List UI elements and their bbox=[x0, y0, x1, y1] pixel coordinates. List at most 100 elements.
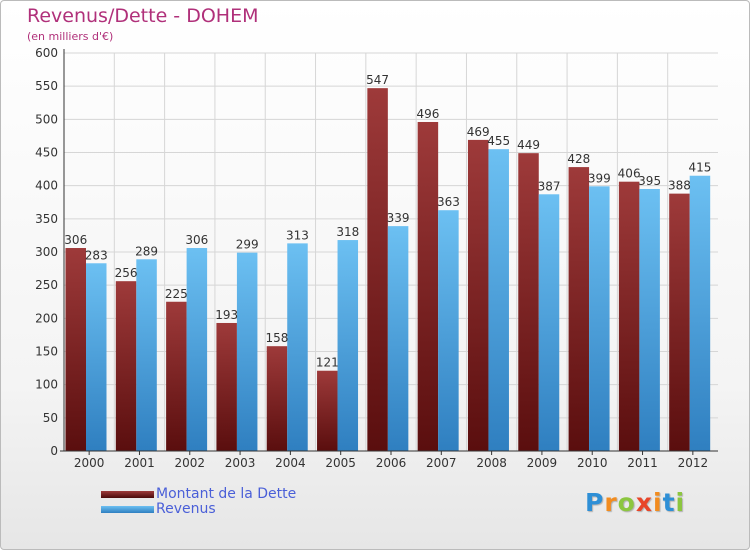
y-tick-label: 0 bbox=[50, 444, 58, 458]
chart-title: Revenus/Dette - DOHEM bbox=[27, 5, 259, 27]
data-label: 387 bbox=[538, 179, 561, 193]
bar-debt bbox=[367, 88, 388, 451]
x-tick-label: 2004 bbox=[275, 456, 306, 470]
bar-chart: 306 256 225 193 158 121 547 496 469 449 428 406 388 2… bbox=[35, 46, 718, 470]
logo-letter: r bbox=[604, 488, 618, 517]
data-label: 496 bbox=[416, 107, 439, 121]
bar-debt bbox=[669, 193, 690, 452]
data-label: 289 bbox=[135, 244, 158, 258]
bar-revenue bbox=[488, 149, 509, 451]
data-label: 547 bbox=[366, 73, 389, 87]
x-tick-label: 2006 bbox=[376, 456, 407, 470]
data-label: 395 bbox=[638, 174, 661, 188]
x-tick-label: 2010 bbox=[577, 456, 608, 470]
y-tick-label: 600 bbox=[35, 46, 58, 60]
y-tick-label: 250 bbox=[35, 278, 58, 292]
data-label: 449 bbox=[517, 138, 540, 152]
legend-label-debt: Montant de la Dette bbox=[156, 486, 297, 502]
bar-revenue bbox=[438, 210, 459, 451]
bar-revenue bbox=[236, 252, 258, 451]
bar-revenue bbox=[538, 194, 560, 452]
data-label: 158 bbox=[266, 331, 289, 345]
x-tick-label: 2011 bbox=[627, 456, 658, 470]
axes: 0 50 100 150 200 250 300 350 400 450 500 550 600 2000… bbox=[35, 46, 718, 470]
x-tick-label: 2001 bbox=[124, 456, 155, 470]
bar-revenue bbox=[689, 175, 711, 451]
y-tick-label: 450 bbox=[35, 146, 58, 160]
x-tick-label: 2000 bbox=[74, 456, 105, 470]
data-label: 399 bbox=[588, 171, 611, 185]
data-label: 339 bbox=[387, 211, 410, 225]
bar-revenue bbox=[589, 186, 610, 451]
bar-revenue bbox=[387, 226, 409, 451]
bar-debt bbox=[216, 322, 237, 451]
data-label: 455 bbox=[487, 134, 510, 148]
data-label: 306 bbox=[185, 233, 208, 247]
bar-debt bbox=[518, 153, 539, 451]
bars bbox=[65, 88, 711, 452]
bar-debt bbox=[417, 121, 439, 451]
bar-debt bbox=[166, 301, 187, 451]
data-label: 313 bbox=[286, 228, 309, 242]
legend-label-revenue: Revenus bbox=[156, 501, 216, 517]
bar-debt bbox=[115, 281, 137, 451]
bar-revenue bbox=[86, 263, 107, 451]
logo-letter: i bbox=[675, 488, 686, 517]
x-tick-label: 2008 bbox=[476, 456, 507, 470]
x-tick-label: 2009 bbox=[527, 456, 558, 470]
data-label: 225 bbox=[165, 287, 188, 301]
data-label: 299 bbox=[236, 238, 259, 252]
x-tick-label: 2005 bbox=[325, 456, 356, 470]
data-label: 121 bbox=[316, 356, 339, 370]
bar-debt bbox=[568, 167, 590, 452]
x-tick-label: 2012 bbox=[678, 456, 709, 470]
chart-subtitle: (en milliers d'€) bbox=[27, 30, 114, 43]
logo-letter: P bbox=[585, 488, 605, 517]
y-tick-label: 200 bbox=[35, 311, 58, 325]
data-label: 363 bbox=[437, 195, 460, 209]
y-tick-label: 400 bbox=[35, 179, 58, 193]
logo-letter: o bbox=[617, 488, 636, 517]
y-tick-label: 100 bbox=[35, 378, 58, 392]
legend-item-revenue: Revenus bbox=[101, 501, 361, 517]
legend-swatch-debt bbox=[101, 491, 154, 498]
data-label: 406 bbox=[618, 167, 641, 181]
y-tick-label: 300 bbox=[35, 245, 58, 259]
legend: Montant de la Dette Revenus bbox=[101, 486, 361, 517]
proxiti-logo: Proxiti bbox=[585, 488, 685, 517]
data-label: 283 bbox=[85, 248, 108, 262]
data-label: 428 bbox=[567, 152, 590, 166]
legend-item-debt: Montant de la Dette bbox=[101, 486, 361, 502]
bar-debt bbox=[618, 181, 640, 452]
x-tick-label: 2007 bbox=[426, 456, 457, 470]
bar-revenue bbox=[136, 259, 157, 451]
data-label: 415 bbox=[688, 161, 711, 175]
logo-letter: i bbox=[653, 488, 663, 517]
bar-revenue bbox=[639, 188, 660, 451]
logo-letter: x bbox=[635, 488, 653, 517]
bar-debt bbox=[467, 139, 489, 451]
x-tick-label: 2002 bbox=[174, 456, 205, 470]
bar-debt bbox=[65, 248, 86, 451]
logo-letter: t bbox=[662, 488, 676, 517]
data-label: 256 bbox=[115, 266, 138, 280]
data-label: 193 bbox=[215, 308, 238, 322]
data-labels: 306 256 225 193 158 121 547 496 469 449 428 406 388 2… bbox=[64, 73, 711, 370]
y-tick-label: 350 bbox=[35, 212, 58, 226]
y-tick-label: 150 bbox=[35, 345, 58, 359]
bar-revenue bbox=[337, 240, 359, 451]
x-tick-label: 2003 bbox=[225, 456, 256, 470]
legend-swatch-revenue bbox=[101, 506, 154, 513]
bar-revenue bbox=[287, 243, 308, 451]
bar-debt bbox=[266, 346, 288, 451]
bar-revenue bbox=[186, 248, 208, 451]
data-label: 469 bbox=[467, 125, 490, 139]
y-tick-label: 550 bbox=[35, 79, 58, 93]
data-label: 318 bbox=[336, 225, 359, 239]
data-label: 388 bbox=[668, 179, 691, 193]
y-tick-label: 50 bbox=[43, 411, 58, 425]
data-label: 306 bbox=[64, 233, 87, 247]
bar-debt bbox=[317, 370, 338, 451]
y-tick-label: 500 bbox=[35, 112, 58, 126]
